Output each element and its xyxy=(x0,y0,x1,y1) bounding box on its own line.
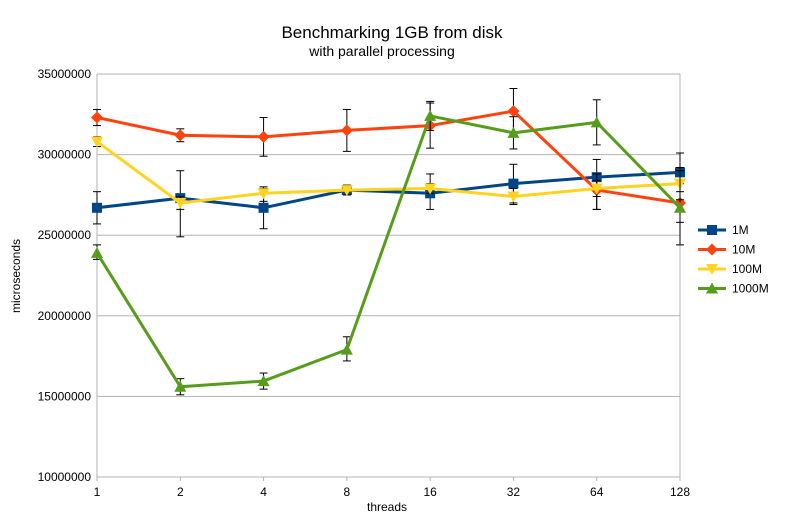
y-axis-label: microseconds xyxy=(9,239,23,313)
data-point xyxy=(91,246,103,258)
x-tick-label: 64 xyxy=(590,485,604,499)
legend-label: 10M xyxy=(732,243,755,257)
data-point xyxy=(590,116,603,128)
data-point xyxy=(424,183,437,195)
x-tick-label: 4 xyxy=(260,485,267,499)
legend-label: 1M xyxy=(732,223,749,237)
legend-label: 100M xyxy=(732,262,762,276)
y-tick-label: 20000000 xyxy=(38,309,92,323)
x-tick-label: 16 xyxy=(423,485,437,499)
legend-item: 1M xyxy=(698,223,749,237)
data-point xyxy=(507,126,520,138)
x-tick-label: 8 xyxy=(344,485,351,499)
legend: 1M 10M 100M 1000M xyxy=(698,223,769,296)
legend-item: 10M xyxy=(698,243,755,257)
data-point xyxy=(508,178,519,189)
data-point xyxy=(257,375,270,387)
data-point xyxy=(257,130,270,143)
legend-marker xyxy=(707,225,717,235)
x-tick-label: 2 xyxy=(177,485,184,499)
data-point xyxy=(91,136,103,148)
series-group xyxy=(91,88,686,396)
legend-marker xyxy=(706,243,718,256)
data-point xyxy=(674,201,686,213)
data-point xyxy=(507,191,520,203)
legend-item: 100M xyxy=(698,262,762,276)
data-point xyxy=(340,343,353,355)
legend-label: 1000M xyxy=(732,282,769,296)
legend-item: 1000M xyxy=(698,282,769,296)
data-point xyxy=(174,129,187,142)
data-point xyxy=(340,124,353,137)
x-tick-label: 128 xyxy=(670,485,690,499)
gridlines xyxy=(97,73,680,478)
data-point xyxy=(258,202,269,213)
x-tick-label: 1 xyxy=(94,485,101,499)
axes: 10000000 15000000 20000000 25000000 30000000… xyxy=(38,67,691,499)
x-tick-label: 32 xyxy=(507,485,521,499)
series-line xyxy=(95,114,682,389)
data-point xyxy=(257,188,270,200)
data-point xyxy=(92,202,102,213)
data-point xyxy=(340,185,353,197)
y-tick-label: 15000000 xyxy=(38,389,92,403)
series-1000m xyxy=(91,99,686,396)
chart-subtitle: with parallel processing xyxy=(308,43,455,59)
y-tick-label: 25000000 xyxy=(38,228,92,242)
chart-title: Benchmarking 1GB from disk xyxy=(281,23,503,42)
data-point xyxy=(174,197,187,209)
series-line xyxy=(96,109,681,205)
y-tick-label: 30000000 xyxy=(38,148,92,162)
data-point xyxy=(424,109,437,121)
legend-marker xyxy=(706,282,718,294)
legend-marker xyxy=(706,264,718,275)
data-point xyxy=(91,111,103,124)
data-point xyxy=(174,380,187,392)
data-point xyxy=(507,105,520,118)
x-axis-label: threads xyxy=(367,500,407,514)
series-line xyxy=(96,140,681,205)
y-tick-label: 10000000 xyxy=(38,470,92,484)
data-point xyxy=(590,183,603,195)
y-tick-label: 35000000 xyxy=(38,67,92,81)
series-10m xyxy=(91,88,686,223)
